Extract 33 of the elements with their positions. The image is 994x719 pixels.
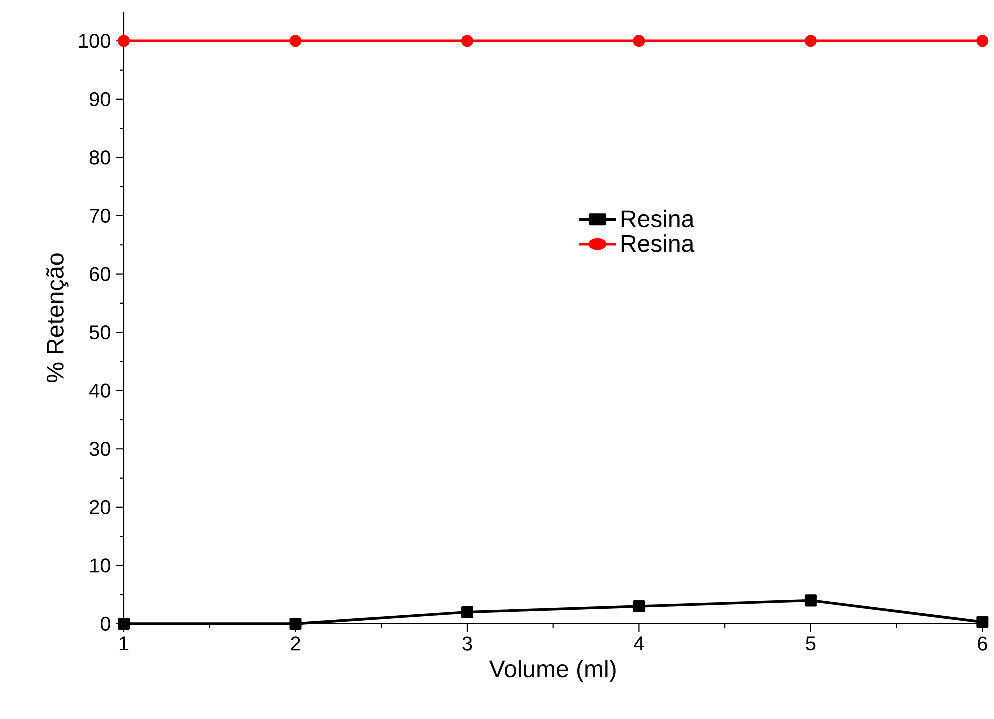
- y-tick-label: 40: [90, 384, 110, 398]
- y-tick-label: 10: [90, 558, 110, 573]
- x-tick-label: 4: [634, 636, 644, 650]
- point: [290, 618, 302, 630]
- y-axis-title: % Retenção: [46, 254, 69, 383]
- point: [804, 594, 817, 607]
- y-tick-label: 80: [90, 150, 110, 165]
- point: [633, 600, 646, 613]
- point: [118, 35, 130, 48]
- x-tick-label: 6: [978, 636, 988, 651]
- y-tick-label: 50: [90, 325, 110, 340]
- point: [633, 35, 646, 48]
- point: [461, 606, 474, 618]
- x-tick-label: 1: [120, 636, 129, 650]
- point: [461, 35, 474, 48]
- y-tick-label: 100: [79, 34, 110, 48]
- x-tick-label: 5: [806, 636, 816, 651]
- point: [118, 618, 130, 630]
- y-tick-label: 30: [90, 442, 110, 456]
- y-tick-label: 90: [90, 92, 110, 106]
- y-tick-label: 0: [100, 616, 111, 632]
- x-tick-label: 3: [462, 636, 472, 651]
- point: [976, 35, 989, 48]
- y-tick-label: 70: [90, 208, 110, 224]
- point: [976, 616, 989, 628]
- y-tick-label: 20: [90, 500, 110, 515]
- legend-label: Resina: [622, 210, 695, 228]
- x-tick-label: 2: [291, 636, 300, 651]
- point: [804, 35, 817, 48]
- y-tick-label: 60: [90, 267, 110, 282]
- point: [290, 35, 302, 48]
- x-axis-title: Volume (ml): [489, 660, 616, 682]
- legend-label: Resina: [622, 234, 695, 252]
